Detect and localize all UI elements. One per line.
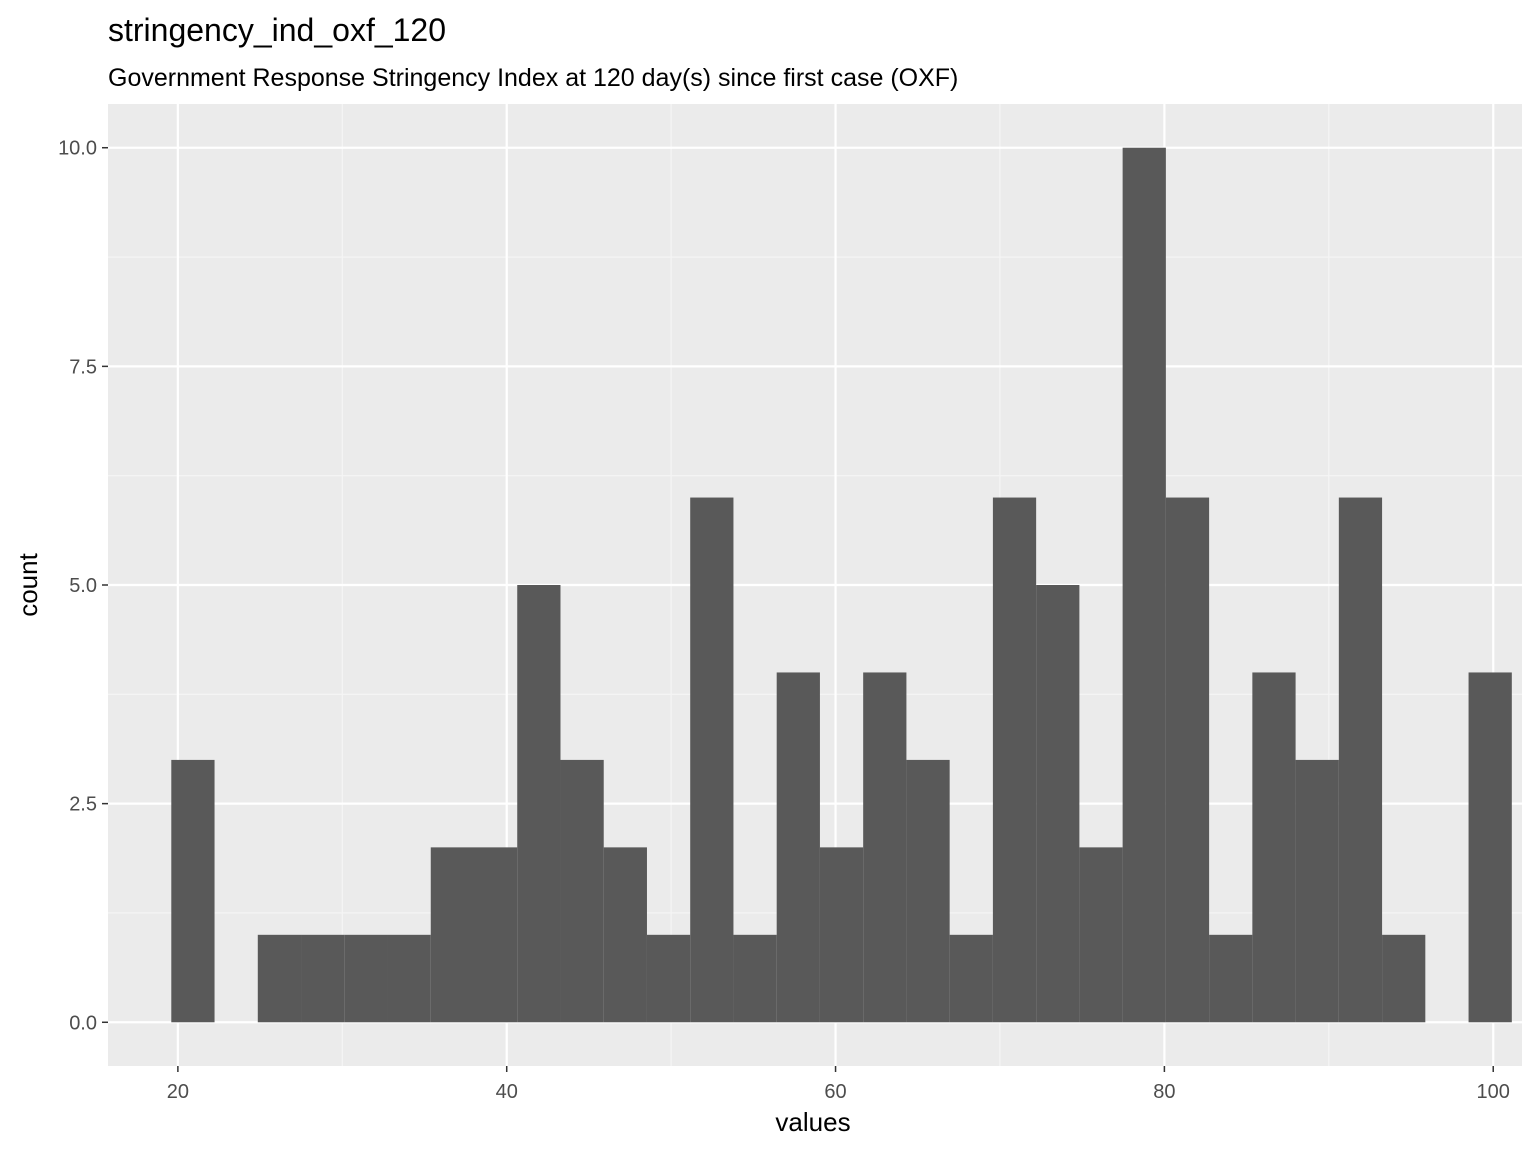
histogram-bar: [1165, 497, 1210, 1023]
histogram-bar: [560, 759, 604, 1023]
histogram-bar: [1036, 585, 1080, 1023]
histogram-bar: [344, 934, 388, 1023]
y-tick-label: 10.0: [58, 138, 97, 160]
x-axis: 20 40 60 80 100: [167, 1066, 1510, 1103]
histogram-bar: [1295, 759, 1339, 1023]
histogram-bar: [1382, 934, 1426, 1023]
histogram-bars: [171, 147, 1512, 1023]
histogram-bar: [517, 585, 561, 1023]
x-tick-label: 20: [167, 1081, 189, 1103]
histogram-bar: [1079, 847, 1123, 1023]
x-axis-title: values: [775, 1107, 850, 1137]
histogram-bar: [1338, 497, 1383, 1023]
chart-title: stringency_ind_oxf_120: [108, 12, 446, 48]
x-tick-label: 100: [1477, 1081, 1510, 1103]
histogram-bar: [603, 847, 647, 1023]
y-tick-label: 5.0: [69, 575, 97, 597]
y-axis-title: count: [13, 552, 43, 616]
histogram-bar: [863, 672, 907, 1023]
y-tick-label: 0.0: [69, 1012, 97, 1034]
histogram-bar: [776, 672, 820, 1023]
histogram-bar: [819, 847, 864, 1023]
histogram-bar: [430, 847, 474, 1023]
histogram-bar: [906, 759, 950, 1023]
histogram-bar: [387, 934, 431, 1023]
histogram-bar: [1252, 672, 1296, 1023]
x-tick-label: 40: [496, 1081, 518, 1103]
histogram-bar: [1209, 934, 1253, 1023]
y-axis: 0.0 2.5 5.0 7.5 10.0: [58, 138, 108, 1034]
x-tick-label: 60: [824, 1081, 846, 1103]
histogram-bar: [1122, 147, 1166, 1023]
x-tick-label: 80: [1153, 1081, 1175, 1103]
chart-subtitle: Government Response Stringency Index at …: [108, 64, 958, 92]
histogram-bar: [646, 934, 691, 1023]
histogram-bar: [171, 759, 215, 1023]
histogram-bar: [690, 497, 734, 1023]
histogram-bar: [301, 934, 345, 1023]
y-tick-label: 7.5: [69, 356, 97, 378]
histogram-bar: [257, 934, 302, 1023]
histogram-bar: [949, 934, 993, 1023]
histogram-bar: [1468, 672, 1512, 1023]
histogram-bar: [992, 497, 1037, 1023]
histogram-bar: [473, 847, 518, 1023]
y-tick-label: 2.5: [69, 794, 97, 816]
histogram-bar: [733, 934, 777, 1023]
